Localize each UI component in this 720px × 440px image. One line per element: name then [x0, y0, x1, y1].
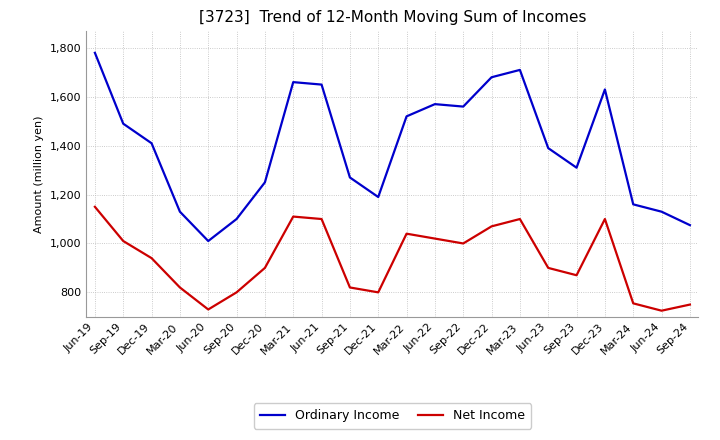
- Net Income: [685, 302, 694, 307]
- Ordinary Income: [289, 80, 297, 85]
- Net Income: [176, 285, 184, 290]
- Ordinary Income: [91, 50, 99, 55]
- Ordinary Income: [685, 223, 694, 228]
- Ordinary Income: [176, 209, 184, 214]
- Ordinary Income: [459, 104, 467, 109]
- Net Income: [402, 231, 411, 236]
- Ordinary Income: [544, 146, 552, 151]
- Net Income: [346, 285, 354, 290]
- Ordinary Income: [261, 180, 269, 185]
- Line: Net Income: Net Income: [95, 207, 690, 311]
- Net Income: [374, 290, 382, 295]
- Net Income: [600, 216, 609, 222]
- Title: [3723]  Trend of 12-Month Moving Sum of Incomes: [3723] Trend of 12-Month Moving Sum of I…: [199, 11, 586, 26]
- Ordinary Income: [374, 194, 382, 200]
- Ordinary Income: [600, 87, 609, 92]
- Ordinary Income: [346, 175, 354, 180]
- Ordinary Income: [204, 238, 212, 244]
- Line: Ordinary Income: Ordinary Income: [95, 53, 690, 241]
- Net Income: [91, 204, 99, 209]
- Ordinary Income: [629, 202, 637, 207]
- Ordinary Income: [148, 141, 156, 146]
- Ordinary Income: [318, 82, 326, 87]
- Ordinary Income: [516, 67, 524, 73]
- Net Income: [289, 214, 297, 219]
- Net Income: [119, 238, 127, 244]
- Ordinary Income: [487, 75, 496, 80]
- Net Income: [148, 256, 156, 261]
- Net Income: [261, 265, 269, 271]
- Net Income: [629, 301, 637, 306]
- Net Income: [487, 224, 496, 229]
- Net Income: [516, 216, 524, 222]
- Net Income: [572, 273, 581, 278]
- Ordinary Income: [431, 102, 439, 107]
- Net Income: [204, 307, 212, 312]
- Net Income: [431, 236, 439, 241]
- Ordinary Income: [233, 216, 241, 222]
- Ordinary Income: [657, 209, 666, 214]
- Y-axis label: Amount (million yen): Amount (million yen): [35, 115, 45, 233]
- Net Income: [544, 265, 552, 271]
- Ordinary Income: [572, 165, 581, 170]
- Net Income: [233, 290, 241, 295]
- Net Income: [657, 308, 666, 313]
- Ordinary Income: [119, 121, 127, 126]
- Net Income: [459, 241, 467, 246]
- Legend: Ordinary Income, Net Income: Ordinary Income, Net Income: [253, 403, 531, 429]
- Net Income: [318, 216, 326, 222]
- Ordinary Income: [402, 114, 411, 119]
